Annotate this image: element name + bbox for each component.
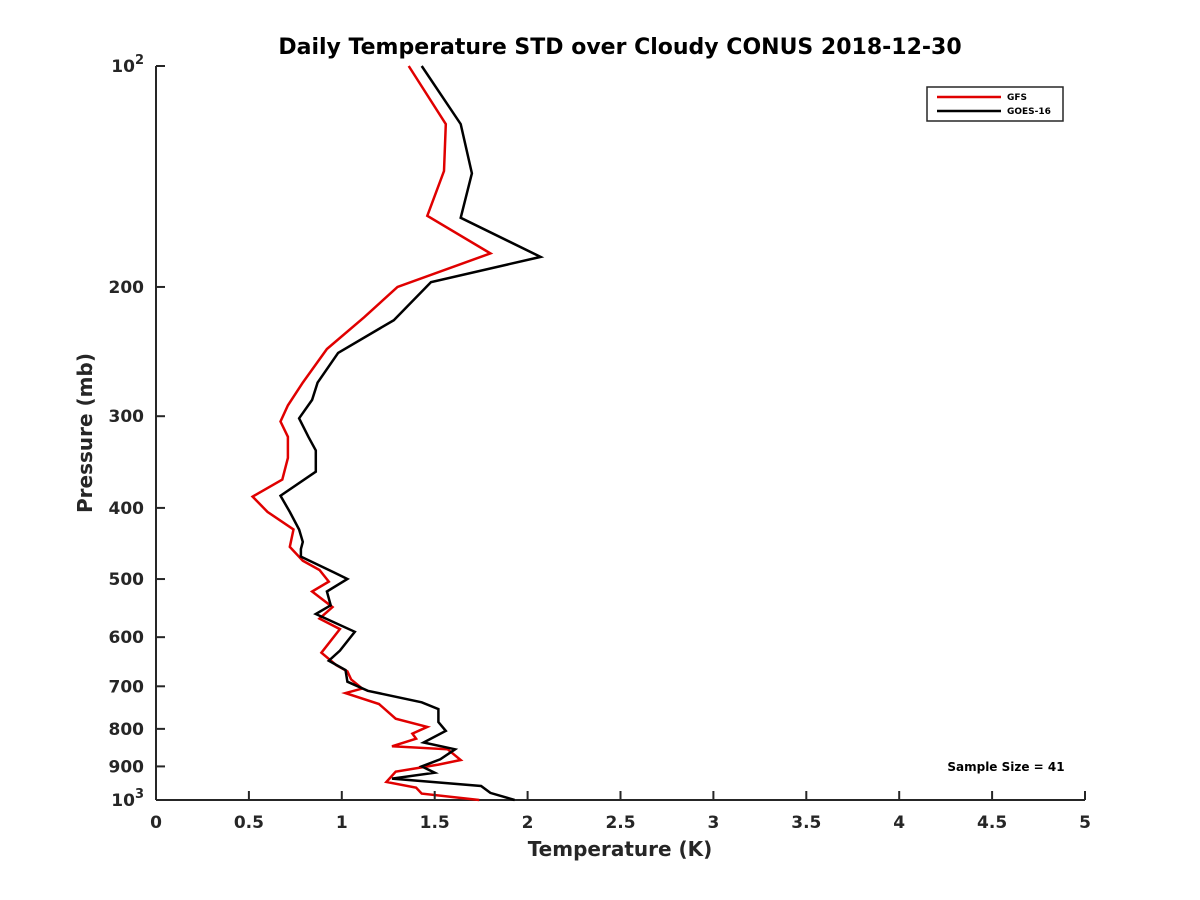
y-tick-label: 700 xyxy=(109,677,145,697)
sample-size-annotation: Sample Size = 41 xyxy=(947,760,1064,774)
x-tick-label: 3 xyxy=(707,813,719,833)
y-tick-label: 103 xyxy=(111,787,144,811)
legend-label-goes-16: GOES-16 xyxy=(1007,107,1051,117)
x-tick-label: 1.5 xyxy=(420,813,450,833)
y-tick-label: 900 xyxy=(109,757,145,777)
x-axis-ticks: 0 0.5 1 1.5 2 2.5 3 3.5 4 4.5 5 xyxy=(150,791,1091,833)
legend-box xyxy=(926,86,1064,122)
y-tick-label: 500 xyxy=(109,570,145,590)
x-tick-label: 0.5 xyxy=(234,813,264,833)
x-tick-label: 1 xyxy=(336,813,348,833)
plot-area xyxy=(155,65,1085,802)
y-tick-label: 200 xyxy=(109,278,145,298)
x-tick-label: 2 xyxy=(522,813,534,833)
x-tick-label: 5 xyxy=(1079,813,1091,833)
series-line-goes-16 xyxy=(278,65,545,802)
y-tick-label: 400 xyxy=(109,499,145,519)
series-line-gfs xyxy=(250,65,494,802)
x-tick-label: 3.5 xyxy=(791,813,821,833)
y-tick-label: 300 xyxy=(109,407,145,427)
y-tick-label: 600 xyxy=(109,628,145,648)
y-axis-label: Pressure (mb) xyxy=(73,353,97,513)
legend: GFS GOES-16 xyxy=(926,86,1064,122)
x-tick-label: 4 xyxy=(893,813,905,833)
x-tick-label: 2.5 xyxy=(605,813,635,833)
x-axis-label: Temperature (K) xyxy=(528,837,713,861)
y-tick-label: 800 xyxy=(109,720,145,740)
legend-label-gfs: GFS xyxy=(1007,93,1027,103)
y-axis-ticks: 102 200 300 400 500 600 700 800 900 103 xyxy=(109,53,165,811)
x-tick-label: 4.5 xyxy=(977,813,1007,833)
chart-title: Daily Temperature STD over Cloudy CONUS … xyxy=(278,35,961,60)
x-tick-label: 0 xyxy=(150,813,162,833)
y-tick-label: 102 xyxy=(111,53,144,77)
